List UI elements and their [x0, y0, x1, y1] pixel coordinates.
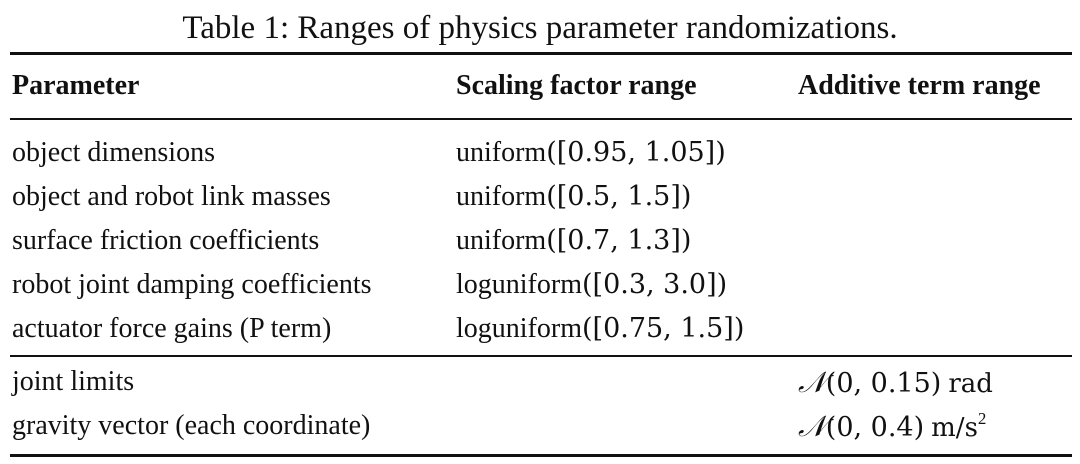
distribution-name: loguniform: [456, 313, 582, 344]
normal-distribution-symbol: 𝒩: [798, 409, 826, 443]
parameter-name: actuator force gains (P term): [12, 313, 332, 344]
distribution-name: loguniform: [456, 269, 582, 300]
unit: rad: [948, 369, 993, 399]
parameter-name: object dimensions: [12, 137, 215, 168]
unit-exponent: 2: [977, 409, 987, 428]
table-row: joint limits 𝒩(0, 0.15) rad: [0, 362, 1080, 402]
range-value: ([0.5, 1.5]): [546, 181, 692, 212]
table-row: robot joint damping coefficients logunif…: [0, 265, 1080, 305]
scaling-range: uniform([0.7, 1.3]): [456, 221, 691, 261]
range-value: ([0.7, 1.3]): [546, 225, 692, 256]
header-parameter: Parameter: [12, 70, 140, 101]
parameter-name: object and robot link masses: [12, 181, 331, 212]
table-row: actuator force gains (P term) loguniform…: [0, 309, 1080, 349]
header-scaling-factor-range: Scaling factor range: [456, 70, 697, 101]
section-rule: [10, 355, 1072, 357]
range-value: ([0.75, 1.5]): [582, 313, 745, 344]
parameter-name: gravity vector (each coordinate): [12, 410, 371, 441]
parameter-name: surface friction coefficients: [12, 225, 320, 256]
range-value: ([0.95, 1.05]): [546, 137, 726, 168]
bottom-rule: [10, 454, 1072, 457]
table-row: object dimensions uniform([0.95, 1.05]): [0, 133, 1080, 173]
scaling-range: loguniform([0.3, 3.0]): [456, 265, 727, 305]
normal-distribution-symbol: 𝒩: [798, 365, 826, 399]
range-value: ([0.3, 3.0]): [582, 269, 728, 300]
scaling-range: loguniform([0.75, 1.5]): [456, 309, 744, 349]
additive-range: 𝒩(0, 0.15) rad: [798, 362, 993, 404]
table-row: gravity vector (each coordinate) 𝒩(0, 0.…: [0, 406, 1080, 446]
scaling-range: uniform([0.95, 1.05]): [456, 133, 726, 173]
header-rule: [10, 118, 1072, 120]
distribution-args: (0, 0.4): [825, 412, 925, 443]
top-rule: [10, 52, 1072, 55]
distribution-args: (0, 0.15): [825, 368, 942, 399]
table-row: surface friction coefficients uniform([0…: [0, 221, 1080, 261]
table-caption: Table 1: Ranges of physics parameter ran…: [182, 10, 898, 46]
distribution-name: uniform: [456, 137, 547, 168]
table-row: object and robot link masses uniform([0.…: [0, 177, 1080, 217]
scaling-range: uniform([0.5, 1.5]): [456, 177, 691, 217]
distribution-name: uniform: [456, 181, 547, 212]
parameter-name: robot joint damping coefficients: [12, 269, 372, 300]
table-header-row: Parameter Scaling factor range Additive …: [0, 66, 1080, 106]
header-additive-term-range: Additive term range: [798, 70, 1041, 101]
parameter-name: joint limits: [12, 366, 135, 397]
unit: m/s: [931, 413, 978, 443]
additive-range: 𝒩(0, 0.4) m/s2: [798, 406, 986, 448]
distribution-name: uniform: [456, 225, 547, 256]
